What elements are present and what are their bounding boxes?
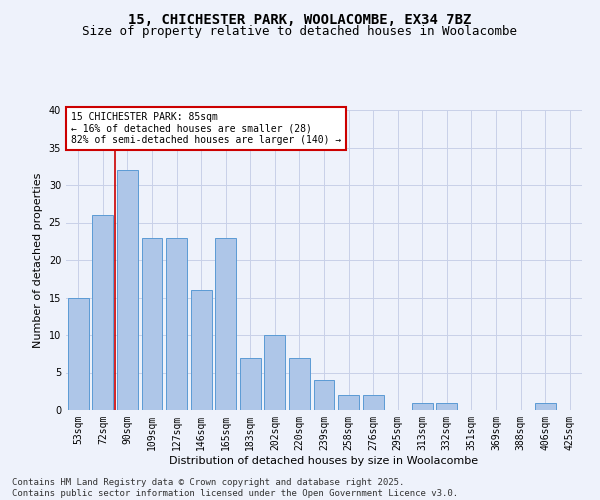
Y-axis label: Number of detached properties: Number of detached properties [33, 172, 43, 348]
Bar [92, 215, 113, 410]
X-axis label: Distribution of detached houses by size in Woolacombe: Distribution of detached houses by size … [169, 456, 479, 466]
Bar [362, 395, 383, 410]
Bar [68, 298, 89, 410]
Bar [338, 395, 359, 410]
Bar [314, 380, 334, 410]
Bar [191, 290, 212, 410]
Bar [436, 402, 457, 410]
Bar [166, 238, 187, 410]
Bar [535, 402, 556, 410]
Bar [240, 358, 261, 410]
Text: 15, CHICHESTER PARK, WOOLACOMBE, EX34 7BZ: 15, CHICHESTER PARK, WOOLACOMBE, EX34 7B… [128, 12, 472, 26]
Bar [117, 170, 138, 410]
Text: 15 CHICHESTER PARK: 85sqm
← 16% of detached houses are smaller (28)
82% of semi-: 15 CHICHESTER PARK: 85sqm ← 16% of detac… [71, 112, 341, 144]
Bar [142, 238, 163, 410]
Bar [265, 335, 286, 410]
Text: Size of property relative to detached houses in Woolacombe: Size of property relative to detached ho… [83, 25, 517, 38]
Text: Contains HM Land Registry data © Crown copyright and database right 2025.
Contai: Contains HM Land Registry data © Crown c… [12, 478, 458, 498]
Bar [215, 238, 236, 410]
Bar [412, 402, 433, 410]
Bar [289, 358, 310, 410]
